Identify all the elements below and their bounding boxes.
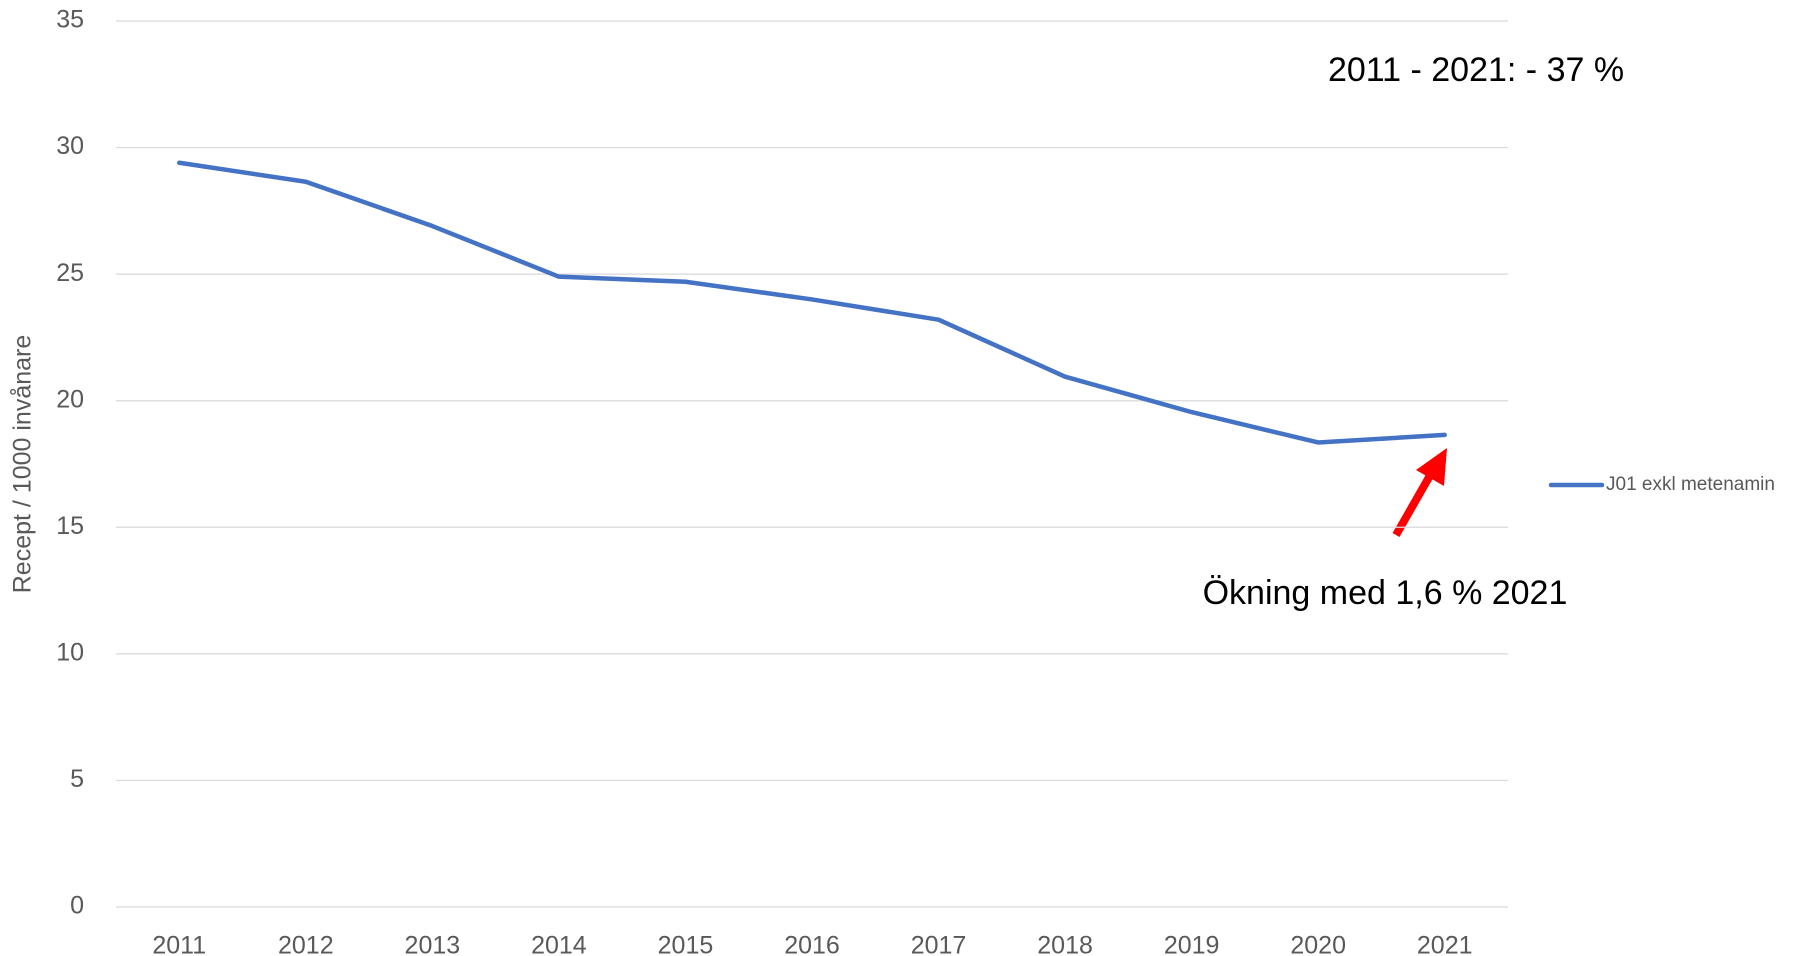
y-axis-label: Recept / 1000 invånare xyxy=(9,335,37,594)
arrow xyxy=(1392,448,1447,537)
x-tick-label: 2015 xyxy=(658,932,714,956)
x-tick-label: 2018 xyxy=(1037,932,1093,956)
x-tick-label: 2021 xyxy=(1417,932,1473,956)
legend-label: J01 exkl metenamin xyxy=(1606,474,1775,495)
line xyxy=(177,160,1447,445)
x-tick-label: 2016 xyxy=(784,932,840,956)
annotation: 2011 - 2021: - 37 % xyxy=(1328,51,1624,89)
x-tick-label: 2020 xyxy=(1290,932,1346,956)
y-tick-label: 0 xyxy=(70,892,84,920)
y-tick-label: 25 xyxy=(56,259,84,287)
x-tick-label: 2017 xyxy=(911,932,967,956)
y-tick-label: 35 xyxy=(56,6,84,34)
x-tick-label: 2019 xyxy=(1164,932,1220,956)
x-tick-label: 2013 xyxy=(405,932,461,956)
y-tick-label: 10 xyxy=(56,638,84,666)
x-tick-label: 2014 xyxy=(531,932,587,956)
y-tick-label: 20 xyxy=(56,385,84,413)
y-tick-label: 5 xyxy=(70,765,84,793)
y-tick-label: 30 xyxy=(56,132,84,160)
y-tick-label: 15 xyxy=(56,512,84,540)
x-tick-label: 2011 xyxy=(152,932,206,956)
x-tick-label: 2012 xyxy=(278,932,334,956)
annotation: Ökning med 1,6 % 2021 xyxy=(1203,574,1568,612)
